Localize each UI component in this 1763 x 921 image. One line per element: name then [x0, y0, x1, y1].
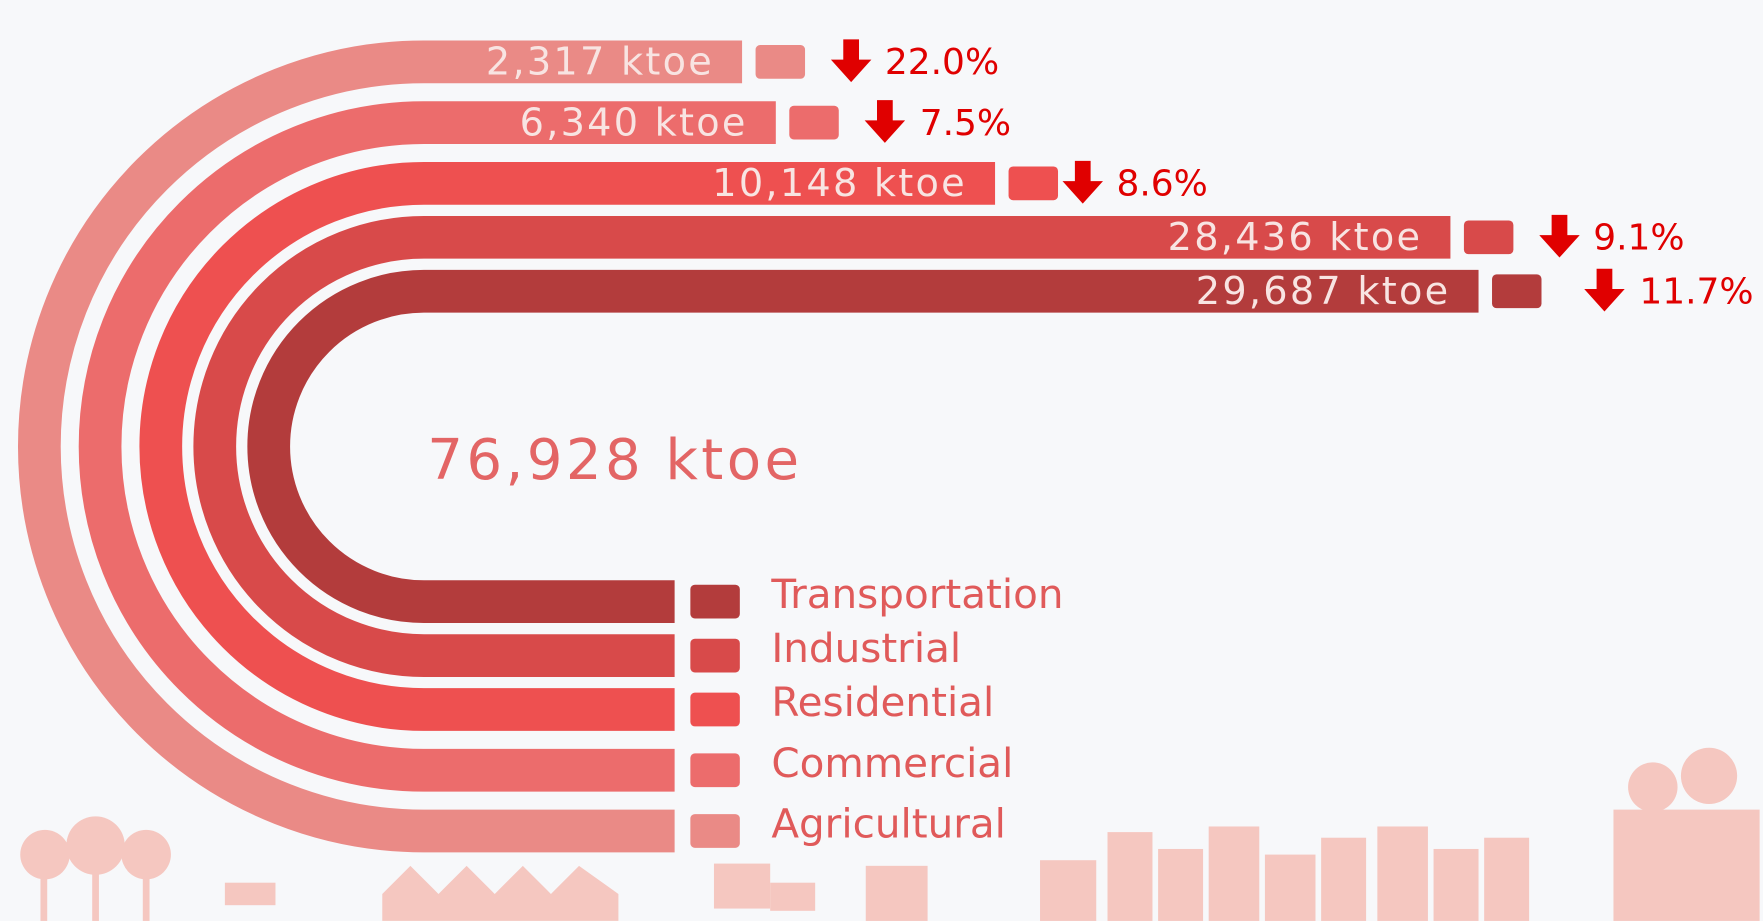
sector-icon: [690, 692, 740, 727]
legend-label: Industrial: [771, 624, 961, 672]
down-arrow: [864, 100, 906, 143]
sector-icon: [1492, 274, 1542, 309]
sector-band: [17, 40, 743, 853]
sector-band: [139, 161, 996, 731]
sector-band: [78, 101, 776, 792]
consumption-label: 29,687 ktoe: [1196, 270, 1451, 314]
legend-label: Residential: [771, 678, 994, 726]
sector-icon: [789, 105, 839, 140]
skyline: [20, 747, 1760, 921]
change-label: 9.1%: [1593, 218, 1684, 259]
sector-icon: [690, 753, 740, 788]
sector-band: [193, 215, 1451, 677]
change-label: 8.6%: [1116, 164, 1207, 205]
sector-icon: [690, 814, 740, 848]
sector-band: [247, 269, 1479, 623]
sector-icon: [690, 584, 740, 619]
consumption-label: 6,340 ktoe: [520, 101, 748, 145]
down-arrow: [1539, 214, 1580, 258]
change-label: 22.0%: [885, 42, 999, 83]
legend-label: Commercial: [771, 739, 1013, 787]
consumption-label: 2,317 ktoe: [486, 41, 714, 85]
sector-icon: [1008, 166, 1059, 201]
total-label: 76,928 ktoe: [427, 428, 802, 493]
sector-icon: [1463, 220, 1514, 255]
sector-icon: [755, 45, 806, 79]
legend-label: Transportation: [770, 570, 1063, 618]
change-label: 7.5%: [920, 103, 1011, 144]
down-arrow: [830, 39, 872, 83]
legend-label: Agricultural: [771, 799, 1006, 847]
consumption-label: 28,436 ktoe: [1168, 216, 1423, 260]
down-arrow: [1062, 160, 1103, 204]
consumption-label: 10,148 ktoe: [712, 162, 967, 206]
sector-icon: [690, 638, 740, 673]
down-arrow: [1584, 268, 1625, 312]
change-label: 11.7%: [1639, 272, 1753, 313]
